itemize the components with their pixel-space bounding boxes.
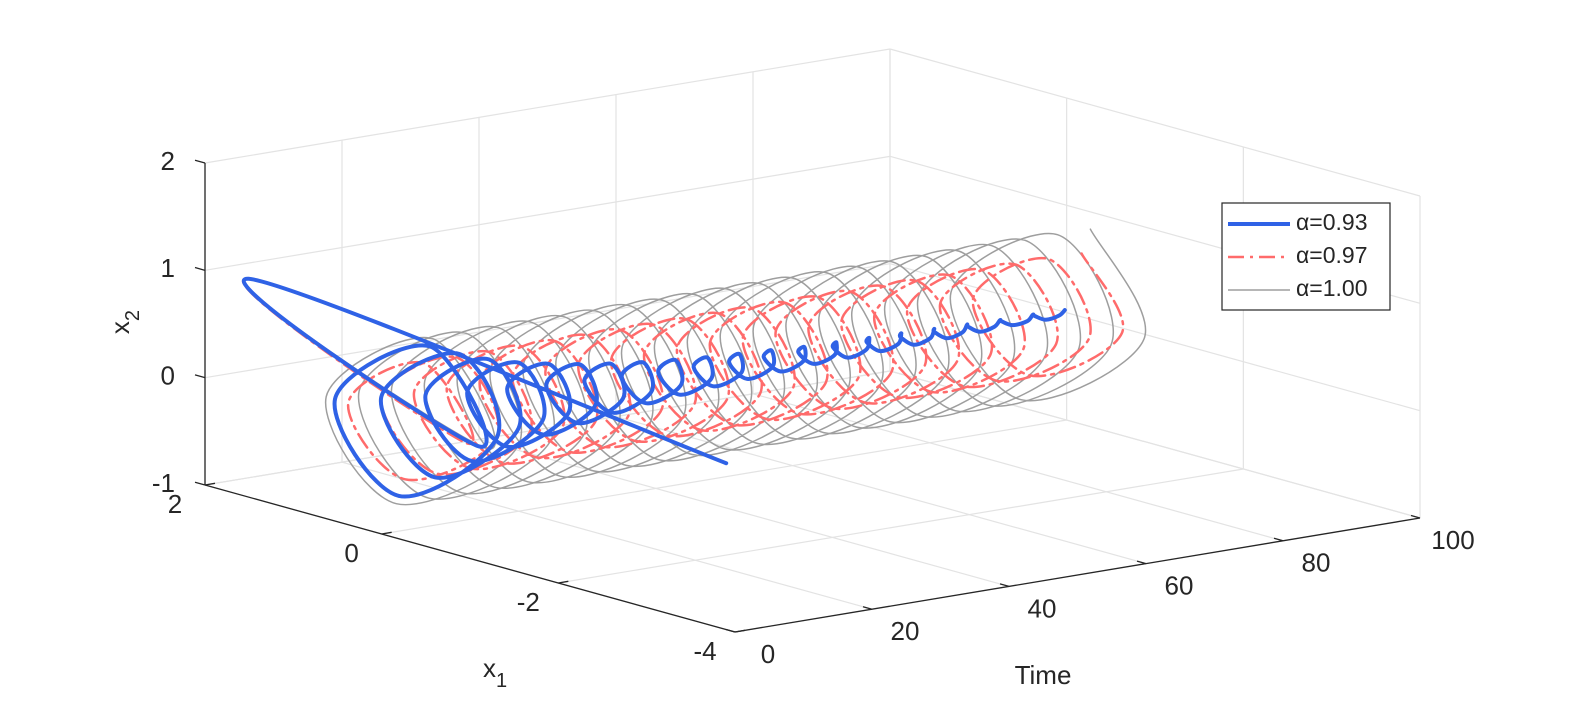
z-label-sub: 2 [122,310,144,321]
grid-line [889,370,1421,519]
z-tick [194,266,206,271]
z-axis-label: x2 [105,310,144,334]
x-tick [1273,537,1284,542]
y-tick-label: -2 [517,587,540,617]
legend-label: α=0.93 [1296,209,1368,235]
x-tick [725,628,736,633]
grid-line [558,468,1244,584]
legend-label: α=1.00 [1296,275,1368,301]
x-axis-label: Time [1015,660,1072,690]
z-tick [194,159,206,164]
x-tick [1410,514,1421,519]
z-tick [194,481,206,486]
grid-line [341,461,873,610]
y-tick [381,531,392,535]
x-tick-label: 0 [761,639,775,669]
y-axis-label: x1 [483,653,507,692]
legend: α=0.93 α=0.97 α=1.00 [1221,202,1391,311]
x-tick-label: 60 [1165,570,1194,600]
grid-line [889,48,1421,197]
y-label-base: x [483,653,496,683]
x-tick [999,583,1010,588]
grid-line [478,438,1010,587]
grid-line [204,155,891,271]
z-label-base: x [105,321,135,334]
legend-label: α=0.97 [1296,242,1368,268]
series-line [242,276,1067,499]
x-axis-line [734,517,1421,633]
x-tick-label: 80 [1302,548,1331,578]
y-tick-label: 0 [344,538,358,568]
z-tick-label: 2 [161,146,175,176]
x-tick-label: 100 [1431,525,1474,555]
y-tick [734,629,746,633]
x-tick-label: 20 [891,616,920,646]
x-tick [862,606,873,610]
z-tick-label: 1 [161,253,175,283]
z-tick [194,374,206,379]
y-tick-label: -4 [693,636,716,666]
y-tick [558,580,569,584]
y-tick [204,482,216,486]
y-tick-label: 2 [168,489,182,519]
z-tick-label: -1 [152,468,175,498]
x-tick-label: 40 [1028,593,1057,623]
grid-line [615,416,1147,565]
series-line [242,252,1125,482]
x-tick [1136,560,1147,565]
y-label-sub: 1 [496,670,507,692]
z-tick-label: 0 [161,361,175,391]
grid-line [204,48,891,164]
y-axis-line [204,484,736,633]
grid-line [381,419,1067,535]
